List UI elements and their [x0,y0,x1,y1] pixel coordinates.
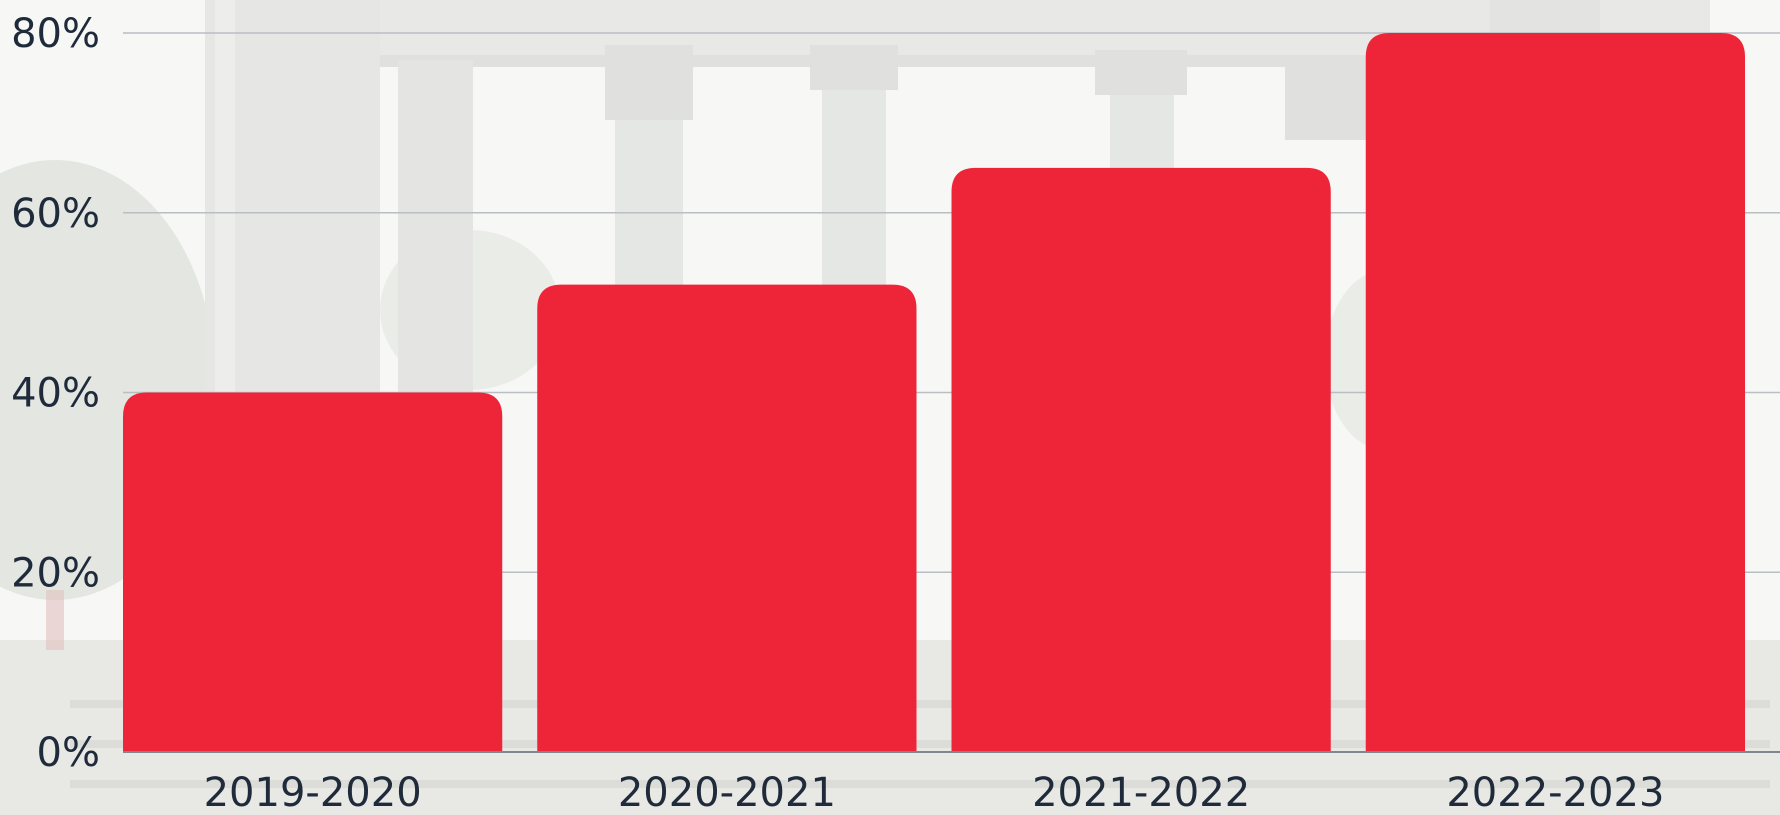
bar-2020-2021 [537,284,917,752]
x-category-label: 2020-2021 [618,770,836,815]
x-category-label: 2021-2022 [1032,770,1250,815]
bar-2021-2022 [951,167,1331,752]
x-axis-category-labels: 2019-2020 2020-2021 2021-2022 2022-2023 [204,770,1665,815]
y-tick-label: 0% [37,730,100,776]
bars [123,33,1745,752]
x-category-label: 2022-2023 [1446,770,1664,815]
y-tick-label: 80% [11,11,100,57]
bar-2019-2020 [123,392,503,752]
x-category-label: 2019-2020 [204,770,422,815]
bar-2022-2023 [1365,33,1745,752]
y-tick-label: 60% [11,191,100,237]
y-axis-tick-labels: 0% 20% 40% 60% 80% [11,11,100,776]
y-tick-label: 40% [11,371,100,417]
y-tick-label: 20% [11,550,100,596]
